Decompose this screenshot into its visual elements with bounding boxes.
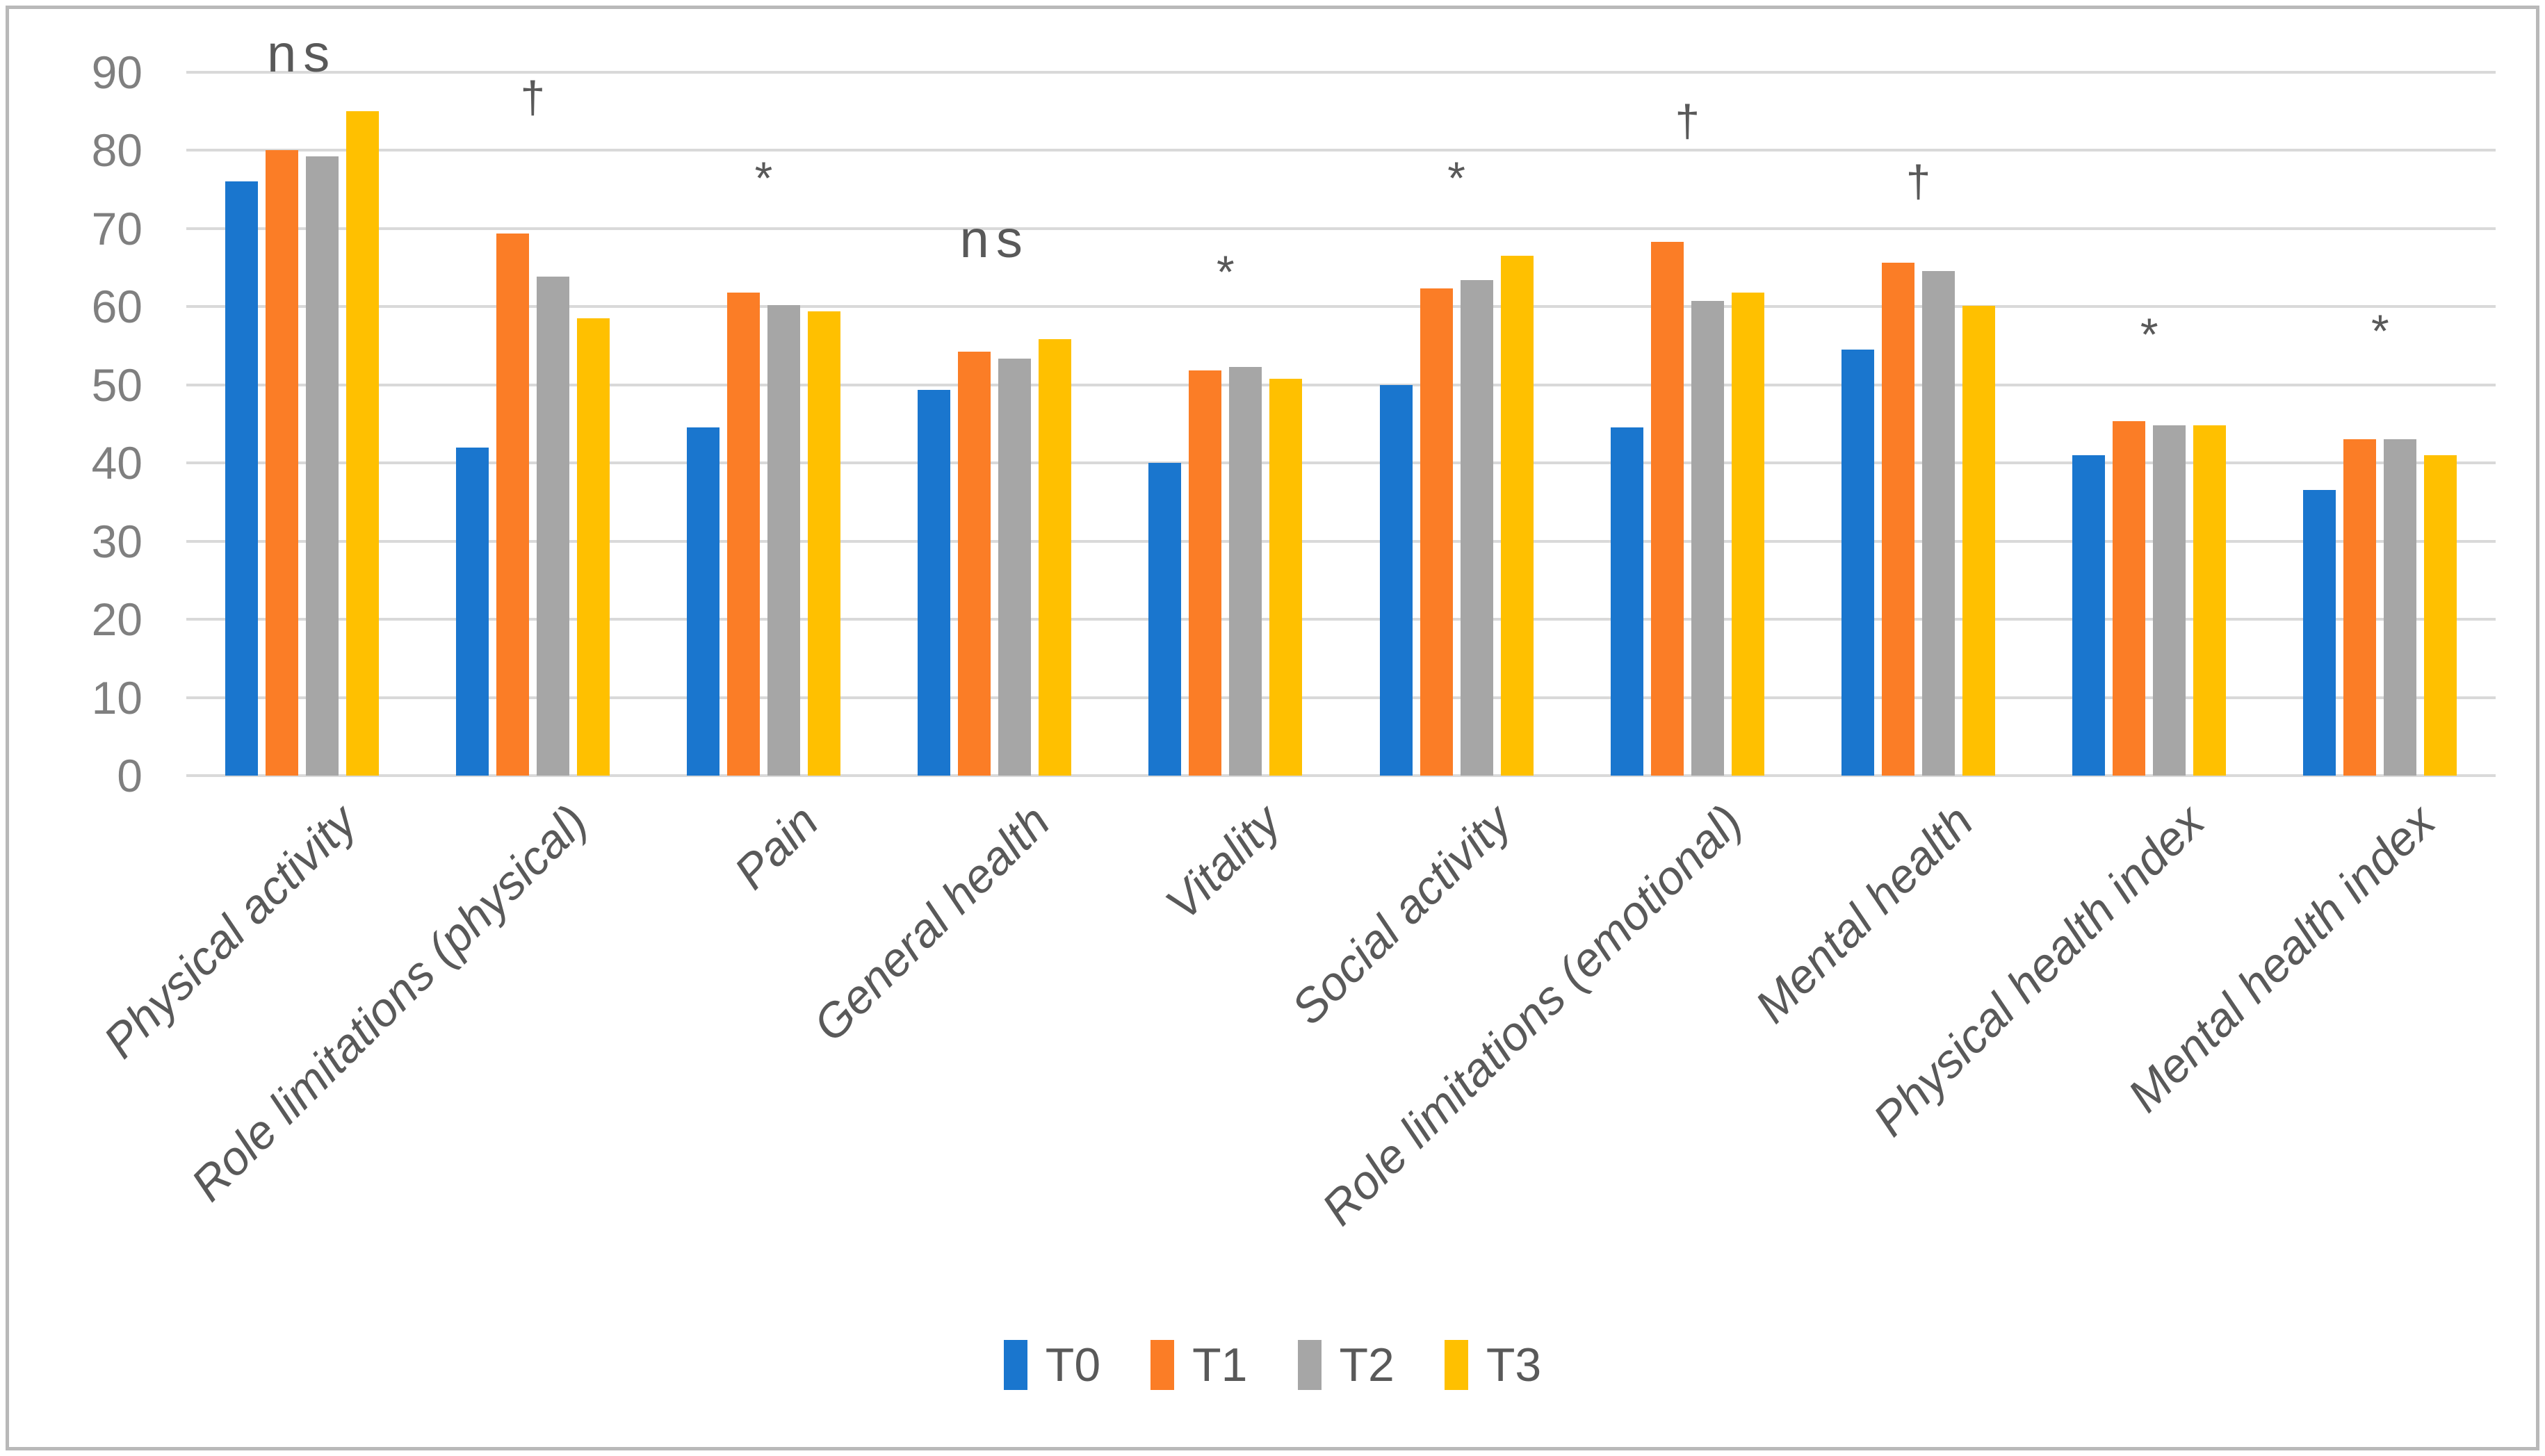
x-axis-category-label: Social activity bbox=[1281, 794, 1522, 1035]
bar-t1-9 bbox=[2113, 421, 2146, 776]
bar-t0-5 bbox=[1148, 463, 1182, 776]
bar-t1-6 bbox=[1420, 288, 1453, 776]
figure-frame: 0 10 20 30 40 50 60 70 80 90 ns Physical activity † R… bbox=[6, 6, 2539, 1450]
bar-t3-8 bbox=[1962, 305, 1995, 776]
gridline bbox=[186, 696, 2496, 699]
gridline bbox=[186, 70, 2496, 74]
bar-t1-2 bbox=[496, 234, 529, 776]
gridline bbox=[186, 461, 2496, 464]
gridline bbox=[186, 539, 2496, 543]
x-axis-category-label: Physical activity bbox=[93, 794, 367, 1068]
bar-t2-2 bbox=[536, 277, 569, 776]
y-axis-tick-label: 30 bbox=[91, 515, 143, 567]
y-axis-tick-label: 80 bbox=[91, 124, 143, 176]
y-axis-tick-label: 60 bbox=[91, 281, 143, 332]
bar-t1-8 bbox=[1882, 263, 1914, 776]
gridline bbox=[186, 774, 2496, 777]
bar-t0-4 bbox=[918, 390, 951, 776]
y-axis-tick-label: 0 bbox=[117, 750, 143, 801]
bar-t0-2 bbox=[455, 447, 489, 776]
bar-t1-10 bbox=[2343, 439, 2377, 776]
bar-t0-1 bbox=[225, 181, 258, 776]
bar-t1-4 bbox=[958, 352, 991, 776]
bar-t2-6 bbox=[1460, 279, 1493, 776]
x-axis-category-label: Role limitations (emotional) bbox=[1312, 794, 1753, 1236]
bar-t3-9 bbox=[2193, 425, 2227, 776]
bar-t2-8 bbox=[1922, 271, 1955, 776]
significance-annotation: * bbox=[2140, 309, 2158, 361]
bar-t1-3 bbox=[727, 292, 760, 776]
y-axis-tick-label: 40 bbox=[91, 437, 143, 489]
y-axis-tick-label: 50 bbox=[91, 359, 143, 411]
bar-t0-8 bbox=[1841, 349, 1874, 776]
x-axis-category-label: Pain bbox=[724, 794, 829, 899]
bar-t1-5 bbox=[1189, 370, 1222, 776]
gridline bbox=[186, 149, 2496, 152]
significance-annotation: * bbox=[1217, 246, 1235, 298]
significance-annotation: ns bbox=[266, 24, 337, 83]
significance-annotation: * bbox=[754, 152, 773, 204]
bar-t0-7 bbox=[1610, 427, 1643, 776]
significance-annotation: ns bbox=[959, 210, 1030, 270]
bar-t0-9 bbox=[2072, 455, 2106, 776]
bar-t3-2 bbox=[576, 318, 610, 776]
gridline bbox=[186, 383, 2496, 386]
bar-t3-5 bbox=[1269, 378, 1303, 776]
gridline bbox=[186, 305, 2496, 308]
bar-t2-4 bbox=[998, 359, 1032, 776]
bar-t2-9 bbox=[2153, 425, 2186, 776]
gridline bbox=[186, 618, 2496, 621]
bar-t1-1 bbox=[265, 150, 298, 776]
y-axis-tick-label: 70 bbox=[91, 202, 143, 254]
bar-t2-1 bbox=[305, 156, 339, 776]
x-axis-category-label: Role limitations (physical) bbox=[181, 794, 598, 1211]
y-axis-tick-label: 90 bbox=[91, 46, 143, 98]
bar-t1-7 bbox=[1650, 241, 1684, 776]
y-axis-tick-label: 10 bbox=[91, 671, 143, 723]
bar-t3-4 bbox=[1039, 339, 1072, 776]
bar-t2-10 bbox=[2384, 439, 2417, 776]
bar-t3-3 bbox=[808, 311, 840, 776]
bar-t0-3 bbox=[687, 427, 719, 776]
gridline bbox=[186, 227, 2496, 230]
significance-annotation: * bbox=[2371, 304, 2389, 357]
x-axis-category-label: Mental health bbox=[1745, 794, 1984, 1033]
bar-t2-5 bbox=[1229, 366, 1262, 776]
significance-annotation: * bbox=[1447, 152, 1465, 204]
bar-t0-10 bbox=[2303, 490, 2336, 776]
bar-t3-1 bbox=[345, 111, 379, 776]
y-axis-tick-label: 20 bbox=[91, 594, 143, 645]
significance-annotation: † bbox=[1905, 156, 1931, 206]
x-axis-category-label: Vitality bbox=[1155, 794, 1291, 931]
bar-t2-3 bbox=[767, 304, 800, 776]
significance-annotation: † bbox=[1675, 96, 1700, 147]
bar-t3-7 bbox=[1731, 292, 1764, 776]
bar-t3-10 bbox=[2424, 455, 2457, 776]
bar-t0-6 bbox=[1379, 384, 1413, 776]
significance-annotation: † bbox=[520, 72, 546, 122]
bar-t3-6 bbox=[1500, 255, 1534, 776]
bar-t2-7 bbox=[1691, 301, 1724, 776]
x-axis-category-label: General health bbox=[803, 794, 1060, 1052]
